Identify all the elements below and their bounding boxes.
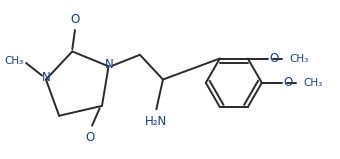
Text: N: N xyxy=(41,71,50,84)
Text: CH₃: CH₃ xyxy=(4,56,23,66)
Text: CH₃: CH₃ xyxy=(303,78,322,88)
Text: O: O xyxy=(284,76,293,89)
Text: O: O xyxy=(270,52,279,65)
Text: O: O xyxy=(70,13,80,26)
Text: O: O xyxy=(86,131,95,144)
Text: CH₃: CH₃ xyxy=(289,54,308,64)
Text: N: N xyxy=(105,58,114,70)
Text: H₂N: H₂N xyxy=(145,115,168,128)
